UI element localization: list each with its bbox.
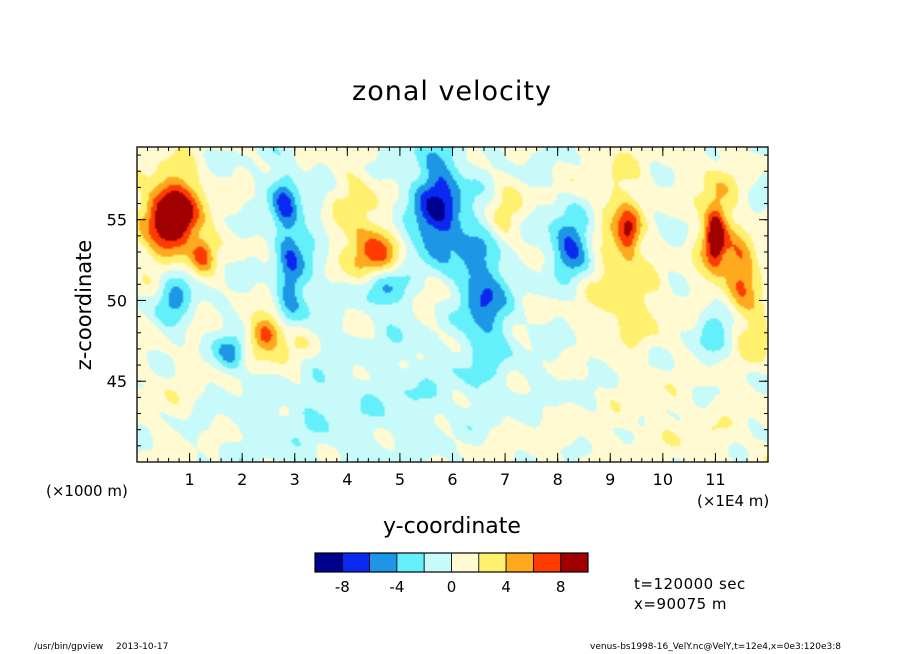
x-axis-unit-left: (×1000 m) bbox=[46, 482, 128, 500]
footer-source: venus-bs1998-16_VelY.nc@VelY,t=12e4,x=0e… bbox=[590, 642, 841, 652]
y-tick-label: 55 bbox=[107, 211, 127, 230]
x-tick-label: 2 bbox=[237, 470, 247, 489]
position-info: x=90075 m bbox=[634, 595, 728, 613]
colorbar-swatch bbox=[396, 552, 425, 573]
x-axis-label: y-coordinate bbox=[383, 514, 521, 539]
x-tick-label: 1 bbox=[184, 470, 194, 489]
x-tick-label: 5 bbox=[395, 470, 405, 489]
colorbar-tick-label: 4 bbox=[501, 578, 511, 596]
colorbar-swatch bbox=[369, 552, 398, 573]
x-tick-label: 7 bbox=[500, 470, 510, 489]
colorbar-swatch bbox=[341, 552, 370, 573]
x-tick-label: 11 bbox=[705, 470, 725, 489]
colorbar-swatch bbox=[423, 552, 452, 573]
x-axis-unit-right: (×1E4 m) bbox=[697, 492, 770, 510]
y-tick-label: 50 bbox=[107, 291, 127, 310]
heatmap-field bbox=[137, 147, 768, 462]
colorbar-swatch bbox=[560, 552, 589, 573]
colorbar-tick-label: -4 bbox=[389, 578, 404, 596]
colorbar: -8 -4 0 4 8 bbox=[314, 552, 589, 596]
x-tick-label: 3 bbox=[290, 470, 300, 489]
footer-date: 2013-10-17 bbox=[116, 642, 169, 652]
colorbar-tick-label: 0 bbox=[447, 578, 457, 596]
colorbar-swatch bbox=[451, 552, 480, 573]
colorbar-swatch bbox=[533, 552, 562, 573]
x-tick-label: 4 bbox=[342, 470, 352, 489]
x-tick-label: 10 bbox=[653, 470, 673, 489]
colorbar-swatch bbox=[314, 552, 343, 573]
chart-title: zonal velocity bbox=[352, 76, 552, 107]
colorbar-frame bbox=[314, 552, 589, 573]
x-tick-label: 6 bbox=[447, 470, 457, 489]
colorbar-swatch bbox=[505, 552, 534, 573]
colorbar-tick-label: 8 bbox=[556, 578, 566, 596]
colorbar-swatch bbox=[478, 552, 507, 573]
x-tick-label: 9 bbox=[605, 470, 615, 489]
footer-program: /usr/bin/gpview bbox=[34, 642, 104, 652]
time-info: t=120000 sec bbox=[634, 575, 746, 593]
y-tick-label: 45 bbox=[107, 372, 127, 391]
x-tick-label: 8 bbox=[553, 470, 563, 489]
colorbar-tick-label: -8 bbox=[335, 578, 350, 596]
